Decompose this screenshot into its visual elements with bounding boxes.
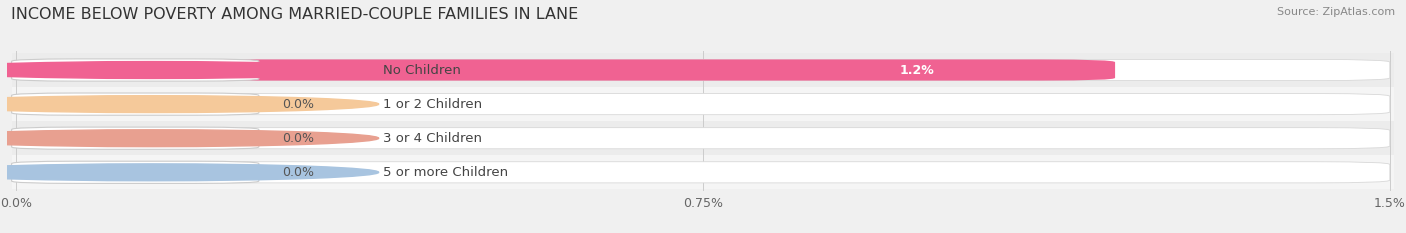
FancyBboxPatch shape (11, 121, 1395, 155)
FancyBboxPatch shape (11, 93, 259, 115)
FancyBboxPatch shape (11, 53, 1395, 87)
FancyBboxPatch shape (11, 161, 259, 183)
FancyBboxPatch shape (17, 59, 1115, 81)
Text: INCOME BELOW POVERTY AMONG MARRIED-COUPLE FAMILIES IN LANE: INCOME BELOW POVERTY AMONG MARRIED-COUPL… (11, 7, 578, 22)
FancyBboxPatch shape (11, 59, 259, 81)
Circle shape (0, 62, 378, 79)
Circle shape (0, 96, 378, 113)
Text: 5 or more Children: 5 or more Children (384, 166, 509, 179)
Text: No Children: No Children (384, 64, 461, 76)
Text: 3 or 4 Children: 3 or 4 Children (384, 132, 482, 145)
FancyBboxPatch shape (17, 128, 1389, 149)
Circle shape (0, 164, 378, 181)
Text: Source: ZipAtlas.com: Source: ZipAtlas.com (1277, 7, 1395, 17)
Text: 0.0%: 0.0% (281, 132, 314, 145)
Text: 1 or 2 Children: 1 or 2 Children (384, 98, 482, 111)
Text: 1.2%: 1.2% (900, 64, 935, 76)
FancyBboxPatch shape (11, 87, 1395, 121)
FancyBboxPatch shape (11, 127, 259, 149)
FancyBboxPatch shape (11, 155, 1395, 189)
FancyBboxPatch shape (17, 162, 1389, 183)
Text: 0.0%: 0.0% (281, 166, 314, 179)
FancyBboxPatch shape (17, 93, 1389, 115)
Text: 0.0%: 0.0% (281, 98, 314, 111)
FancyBboxPatch shape (17, 59, 1389, 81)
Circle shape (0, 130, 378, 147)
